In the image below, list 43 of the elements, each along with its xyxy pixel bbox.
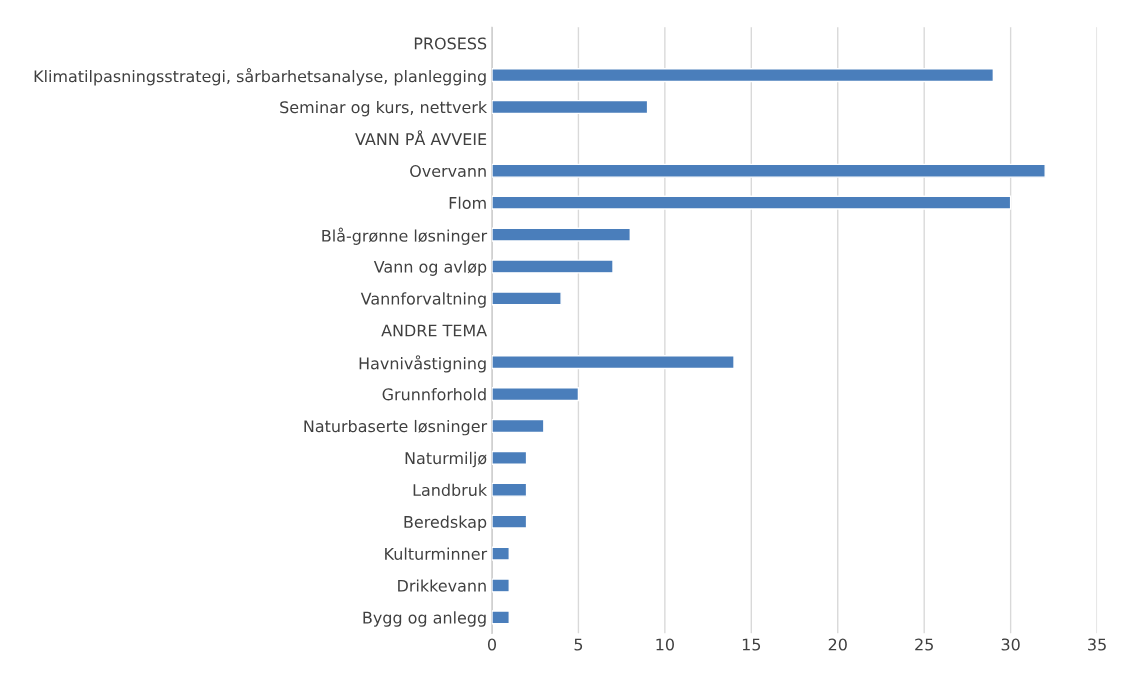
bar [491, 546, 510, 561]
y-tick-label: Vann og avløp [373, 260, 487, 276]
y-tick-label: Kulturminner [385, 547, 488, 560]
x-tick-label: 0 [487, 638, 497, 651]
x-tick-label: 30 [1001, 638, 1020, 651]
y-tick-label: Havnivåstigning [359, 355, 486, 373]
bar [491, 355, 735, 370]
y-tick-label: Overvann [410, 165, 486, 178]
bar [491, 450, 528, 465]
y-tick-label: Grunnforhold [382, 388, 486, 401]
y-tick-label: Naturbaserte løsninger [304, 419, 488, 436]
x-tick-label: 10 [656, 638, 674, 651]
bar [491, 195, 1012, 210]
bar [491, 610, 510, 625]
y-tick-label: Klimatilpasningsstrategi, sårbarhetsanalyse, planlegging [34, 68, 486, 86]
y-tick-label: Blå-grønne løsninger [322, 227, 488, 245]
x-tick-label: 35 [1088, 638, 1106, 651]
bar [491, 99, 649, 115]
x-tick-label: 15 [742, 638, 761, 651]
y-tick-label: Naturmiljø [405, 451, 487, 468]
bar [491, 68, 995, 83]
bar [491, 482, 528, 497]
y-tick-label: Flom [449, 196, 486, 209]
y-tick-label: Drikkevann [398, 579, 486, 592]
bar [491, 578, 510, 593]
bar [491, 387, 580, 402]
y-tick-label: ANDRE TEMA [381, 324, 487, 337]
x-tick-label: 20 [828, 638, 847, 651]
y-tick-label: Bygg og anlegg [363, 611, 486, 627]
bar [491, 163, 1046, 178]
y-tick-label: Seminar og kurs, nettverk [280, 100, 488, 117]
y-tick-label: VANN PÅ AVVEIE [355, 130, 487, 145]
bar [491, 291, 562, 306]
bar [491, 259, 614, 274]
y-tick-label: PROSESS [414, 37, 487, 50]
x-tick-label: 25 [915, 638, 933, 651]
bar [491, 418, 545, 434]
y-tick-label: Vannforvaltning [360, 292, 486, 308]
x-tick-label: 5 [574, 638, 583, 651]
y-tick-label: Landbruk [413, 483, 488, 497]
bar [491, 514, 528, 529]
y-tick-label: Beredskap [404, 515, 487, 532]
bar [491, 227, 631, 242]
